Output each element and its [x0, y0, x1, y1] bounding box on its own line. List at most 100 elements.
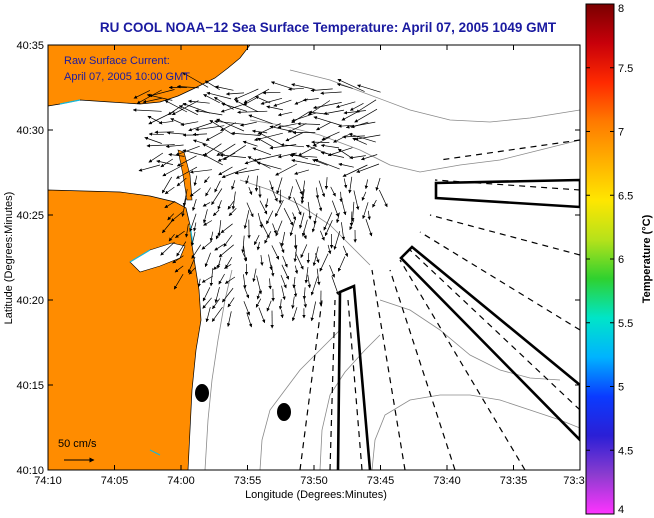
current-vector: [333, 230, 341, 250]
current-vector: [241, 235, 245, 254]
current-vector: [258, 132, 281, 145]
current-vector: [362, 202, 369, 220]
current-vector: [233, 88, 259, 100]
current-vector: [204, 176, 210, 184]
current-vector: [225, 92, 245, 96]
current-vector: [132, 108, 162, 112]
current-vector: [288, 186, 294, 201]
current-vector: [327, 244, 332, 255]
current-vector: [292, 212, 297, 221]
y-axis-label: Latitude (Degrees:Minutes): [3, 192, 15, 325]
radar-sectors: [336, 178, 580, 470]
current-vector: [270, 264, 275, 277]
current-vector: [193, 175, 198, 187]
colorbar-tick-label: 8: [618, 3, 624, 15]
current-vector: [205, 131, 223, 141]
current-vector: [313, 213, 318, 225]
current-vector: [278, 299, 283, 310]
current-vector: [276, 177, 283, 195]
current-vector: [282, 255, 288, 268]
current-vector: [252, 268, 257, 283]
current-vector: [335, 101, 356, 109]
current-vector: [158, 120, 174, 125]
current-vector: [256, 241, 261, 251]
current-vector: [281, 264, 290, 280]
current-vector: [242, 253, 248, 262]
current-vector: [285, 132, 304, 142]
current-vector: [215, 230, 221, 240]
current-vector: [223, 234, 233, 247]
annotation-line-1: Raw Surface Current:: [64, 55, 170, 67]
current-vector: [331, 200, 339, 217]
current-vector: [272, 223, 277, 235]
current-vector: [324, 177, 329, 190]
current-vector: [316, 121, 331, 131]
current-vector: [279, 242, 285, 254]
current-vector: [300, 180, 306, 201]
current-vector: [342, 245, 349, 257]
current-vector: [349, 102, 364, 111]
current-vector: [144, 136, 162, 144]
current-vector: [294, 265, 299, 274]
current-vector: [171, 100, 199, 116]
current-vector: [256, 275, 263, 295]
current-vector: [217, 200, 222, 210]
current-vector: [295, 179, 303, 195]
current-vector: [348, 176, 353, 194]
land-new-jersey: [48, 189, 202, 470]
current-vector: [244, 158, 261, 165]
current-vector: [242, 140, 258, 147]
y-tick-label: 40:30: [16, 125, 44, 137]
current-vector: [222, 287, 234, 303]
current-vector: [206, 91, 232, 100]
current-vector: [354, 108, 378, 123]
current-vector: [306, 252, 311, 264]
current-vector: [352, 137, 367, 145]
colorbar: 8 7.5 7 6.5 6 5.5 5 4.5 4 Temperature (°C): [585, 3, 653, 516]
current-vector: [216, 257, 222, 269]
current-vector: [243, 285, 250, 299]
current-vector: [316, 268, 321, 286]
y-tick-label: 40:15: [16, 380, 44, 392]
current-vector: [318, 180, 326, 198]
current-vector: [338, 162, 354, 168]
current-vector: [212, 209, 220, 217]
current-vector: [254, 175, 259, 192]
current-vector: [277, 123, 297, 129]
y-tick-label: 40:25: [16, 210, 44, 222]
current-vector: [336, 83, 353, 89]
y-tick-label: 40:20: [16, 295, 44, 307]
current-vector: [204, 252, 211, 268]
current-vector: [189, 188, 201, 197]
current-vector: [221, 102, 248, 112]
current-vector: [248, 114, 273, 125]
current-vector: [175, 166, 198, 179]
current-vector: [228, 208, 237, 217]
current-vector: [234, 168, 260, 175]
current-vector: [234, 99, 259, 113]
current-vector: [202, 287, 211, 302]
colorbar-tick-label: 4.5: [618, 445, 633, 457]
current-vector: [168, 233, 175, 242]
current-vector: [337, 148, 352, 158]
current-vector: [213, 263, 221, 270]
current-vector: [349, 219, 355, 231]
current-vector: [277, 111, 293, 117]
current-vector: [216, 118, 245, 132]
current-vector: [246, 312, 253, 328]
current-vector: [192, 132, 208, 137]
current-vector: [321, 131, 340, 141]
current-vector: [300, 189, 305, 204]
current-vector: [133, 90, 151, 99]
current-vector: [227, 297, 235, 308]
current-vector: [330, 186, 336, 197]
current-vector: [336, 212, 340, 224]
current-vector: [214, 287, 220, 303]
current-vector: [164, 100, 188, 113]
current-vector: [245, 175, 250, 185]
current-vector: [243, 274, 247, 289]
annotation-line-2: April 07, 2005 10:00 GMT: [64, 71, 190, 83]
current-vector: [231, 131, 261, 136]
current-vector: [378, 189, 388, 208]
current-vector: [360, 154, 378, 161]
